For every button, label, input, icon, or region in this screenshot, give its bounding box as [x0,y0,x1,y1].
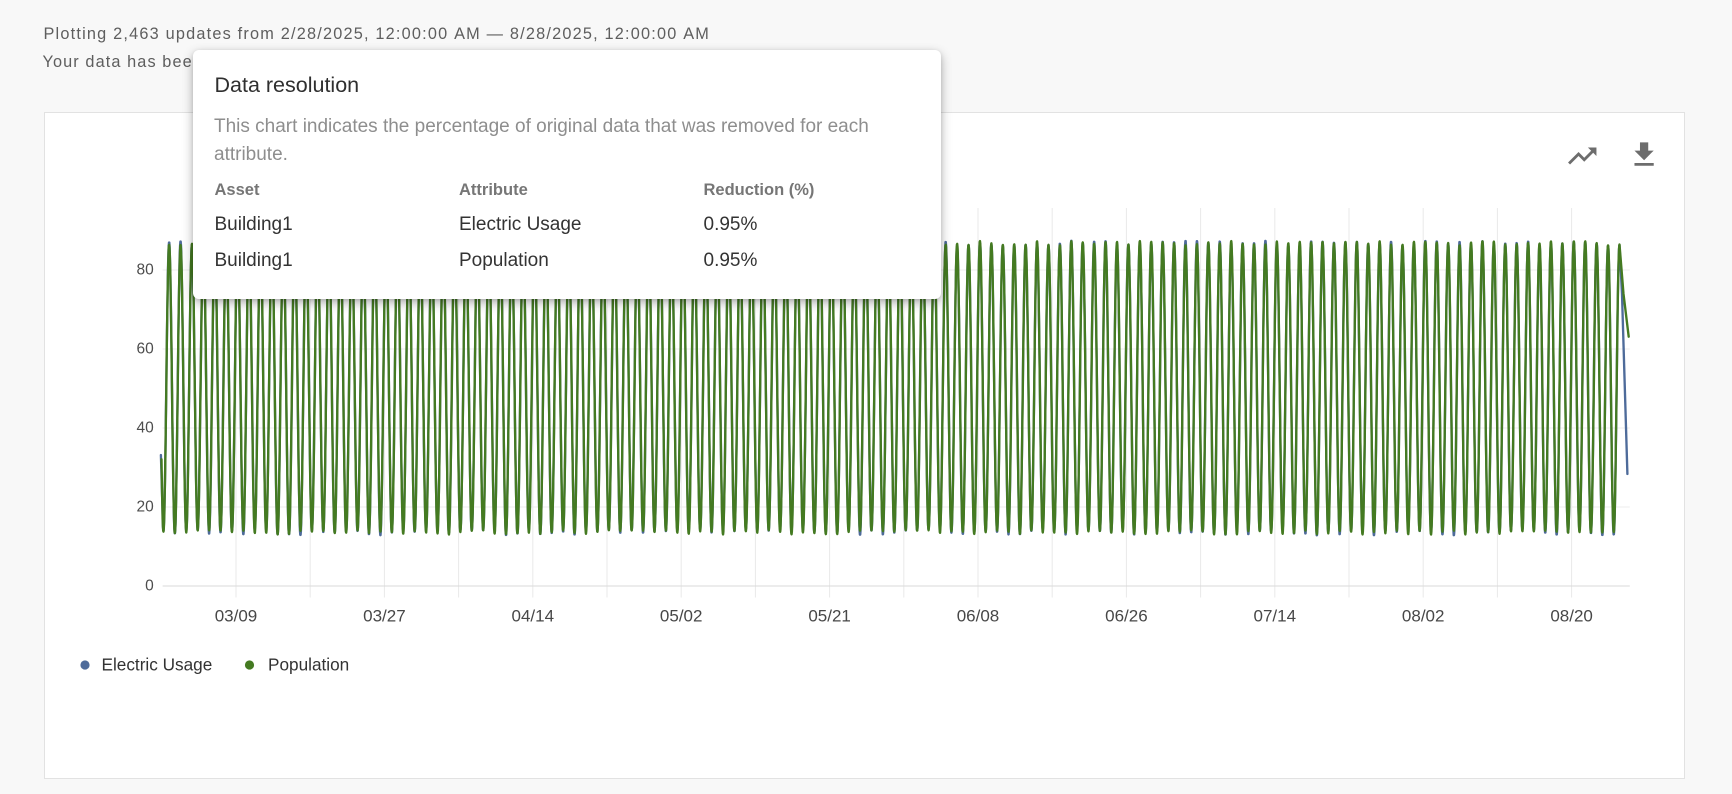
svg-text:05/02: 05/02 [660,606,703,625]
svg-text:05/21: 05/21 [808,606,851,625]
svg-text:08/02: 08/02 [1402,606,1445,625]
svg-text:06/08: 06/08 [957,606,1000,625]
svg-text:07/14: 07/14 [1254,606,1297,625]
svg-text:0: 0 [145,577,154,594]
svg-text:80: 80 [137,261,155,278]
svg-text:40: 40 [137,419,155,436]
svg-text:03/27: 03/27 [363,606,406,625]
svg-text:08/20: 08/20 [1550,606,1593,625]
svg-text:06/26: 06/26 [1105,606,1148,625]
svg-text:Electric Usage: Electric Usage [102,654,213,674]
svg-text:60: 60 [137,340,155,357]
svg-text:03/09: 03/09 [215,606,258,625]
svg-text:20: 20 [137,498,155,515]
svg-text:04/14: 04/14 [512,606,555,625]
svg-text:Population: Population [268,654,349,674]
